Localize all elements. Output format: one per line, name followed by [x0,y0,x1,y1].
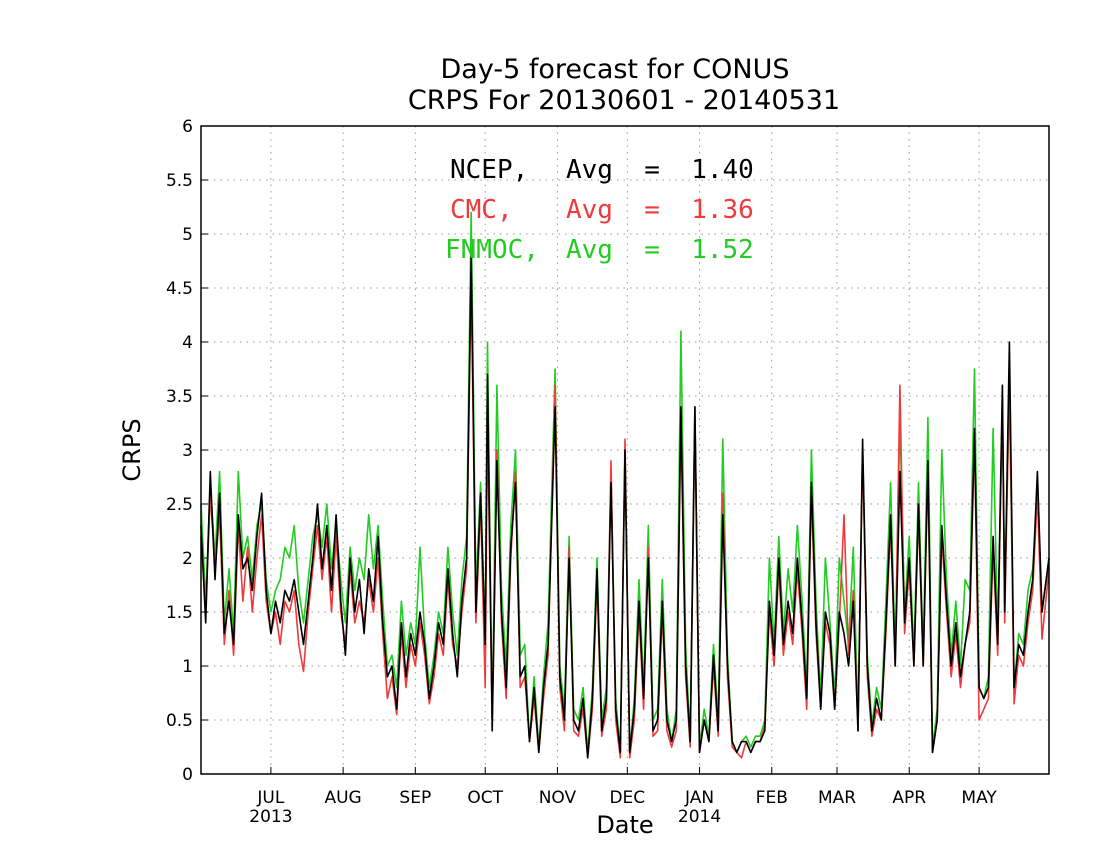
y-tick-label: 2.5 [166,495,193,515]
chart-title-line1: Day-5 forecast for CONUS [440,54,789,85]
legend-fnmoc-name: FNMOC, [445,235,539,265]
legend: NCEP, Avg = 1.40 CMC, Avg = 1.36 FNMOC, … [445,155,754,265]
x-tick-label: JUL [256,788,284,808]
x-tick-label: MAR [818,788,856,808]
x-tick-year-label: 2014 [678,807,721,827]
x-tick-label: NOV [539,788,577,808]
x-tick-label: MAY [961,788,997,808]
series-lines [200,211,1050,759]
x-tick-label: FEB [756,788,788,808]
y-tick-label: 4 [182,333,193,353]
y-axis: 0 0.5 1 1.5 2 2.5 3 3.5 4 4.5 5 5.5 6 [166,117,208,785]
y-axis-label: CRPS [118,418,146,481]
series-line-ncep [200,254,1050,759]
legend-cmc-name: CMC, [450,195,513,225]
x-tick-year-label: 2013 [249,807,292,827]
plot-frame [200,125,1050,775]
x-tick-label: SEP [399,788,431,808]
y-tick-label: 0 [182,765,193,785]
y-tick-label: 6 [182,117,193,137]
y-tick-label: 1 [182,657,193,677]
legend-ncep-avg: Avg = 1.40 [566,155,754,185]
legend-cmc-avg: Avg = 1.36 [566,195,754,225]
y-tick-label: 5 [182,225,193,245]
y-tick-label: 0.5 [166,711,193,731]
y-tick-label: 4.5 [166,279,193,299]
x-tick-label: APR [892,788,926,808]
x-axis-label: Date [596,811,653,839]
x-tick-label: JAN [684,788,714,808]
y-tick-label: 5.5 [166,171,193,191]
y-tick-label: 3 [182,441,193,461]
y-tick-label: 3.5 [166,387,193,407]
x-tick-label: OCT [467,788,503,808]
x-tick-label: AUG [324,788,361,808]
x-tick-label: DEC [609,788,645,808]
y-tick-label: 2 [182,549,193,569]
legend-fnmoc-avg: Avg = 1.52 [566,235,754,265]
y-tick-label: 1.5 [166,603,193,623]
chart-title-line2: CRPS For 20130601 - 20140531 [408,85,840,116]
legend-ncep-name: NCEP, [450,155,528,185]
